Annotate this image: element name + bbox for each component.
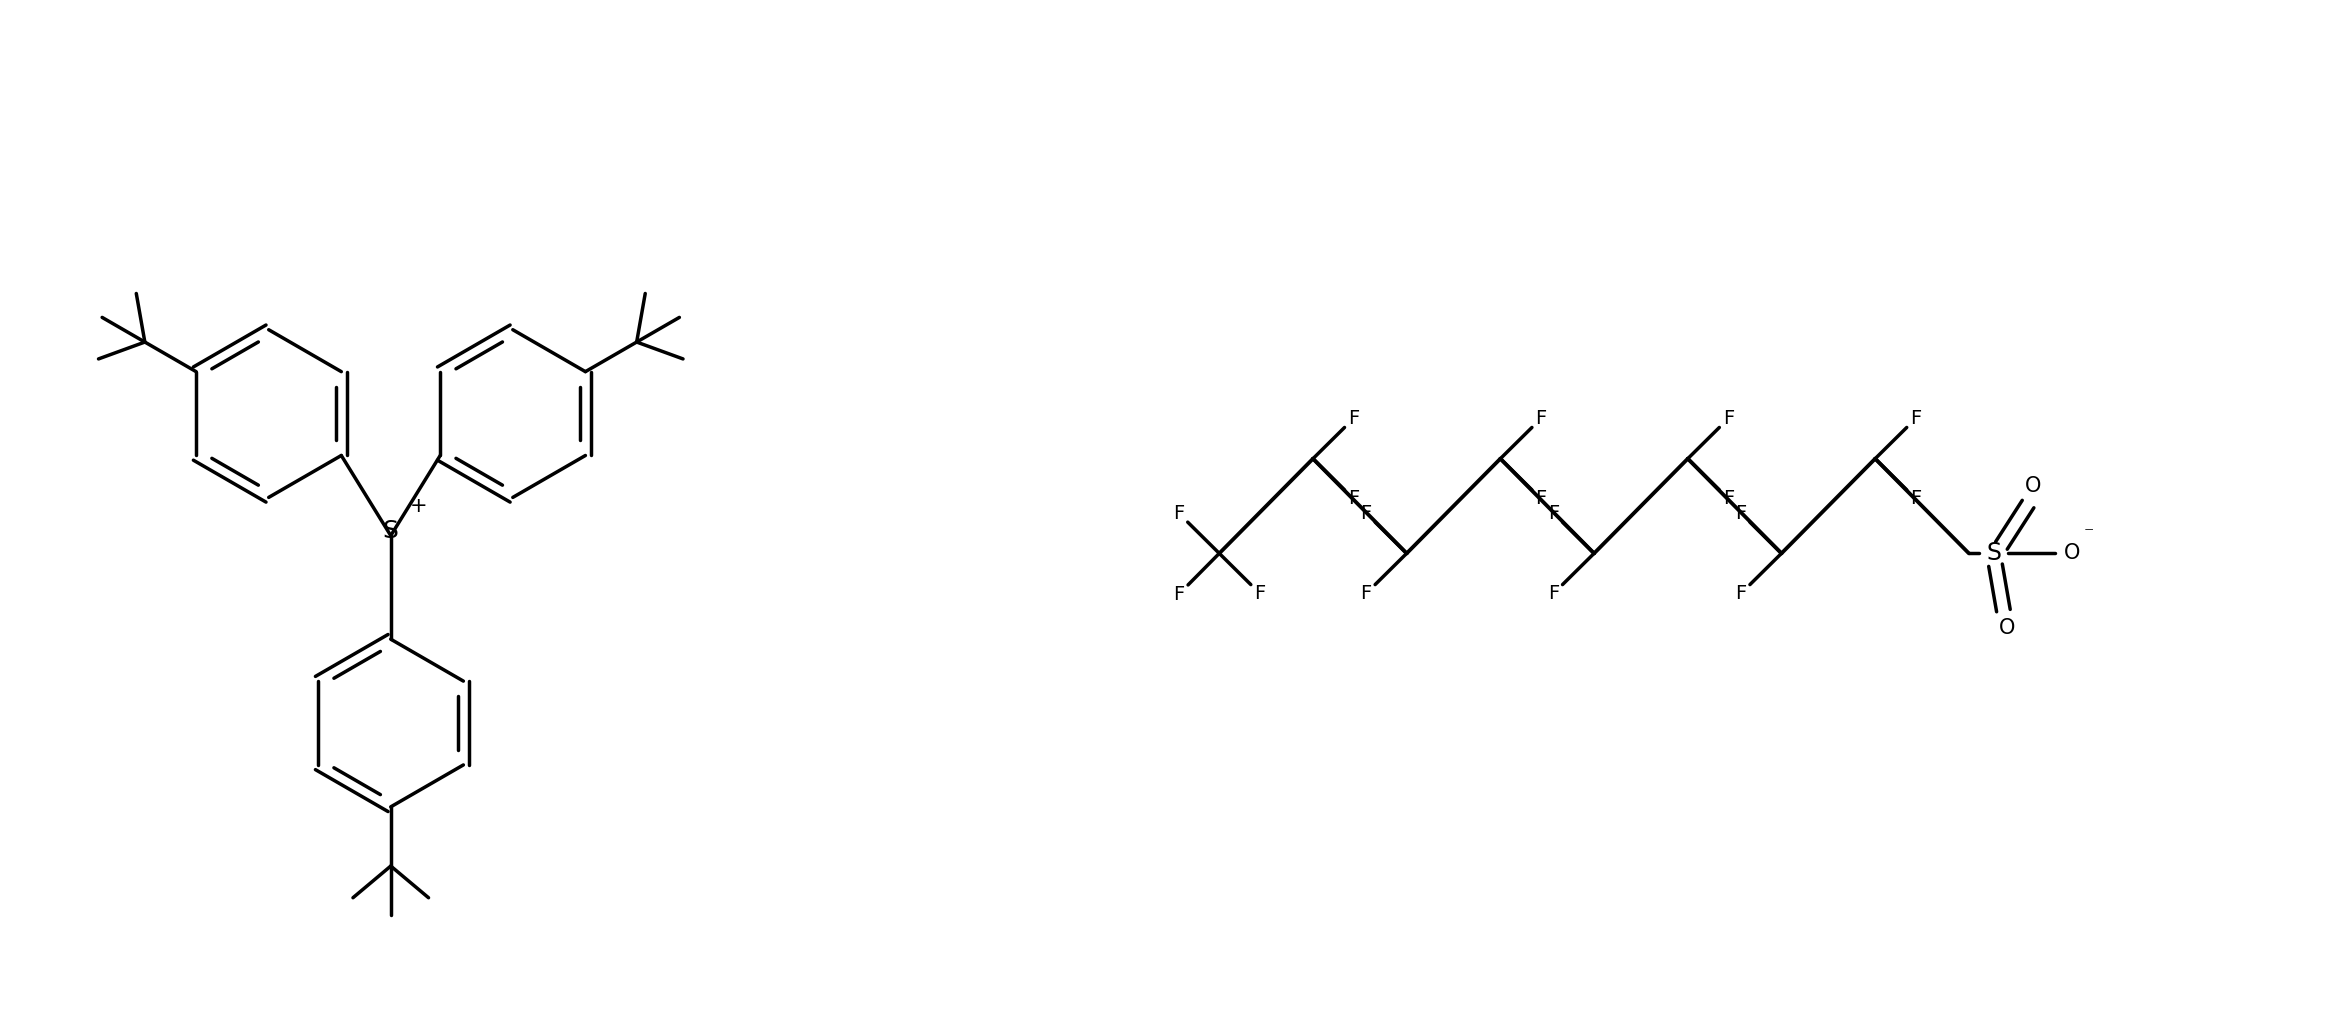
Text: S: S	[1986, 542, 2000, 565]
Text: F: F	[1547, 584, 1559, 604]
Text: F: F	[1174, 504, 1183, 522]
Text: F: F	[1547, 504, 1559, 522]
Text: F: F	[1349, 490, 1358, 508]
Text: ⁻: ⁻	[2084, 524, 2094, 544]
Text: F: F	[1361, 504, 1372, 522]
Text: F: F	[1174, 584, 1186, 604]
Text: F: F	[1909, 490, 1921, 508]
Text: +: +	[408, 496, 427, 516]
Text: F: F	[1253, 584, 1265, 604]
Text: F: F	[1361, 584, 1372, 604]
Text: F: F	[1722, 490, 1734, 508]
Text: O: O	[2063, 544, 2080, 563]
Text: F: F	[1349, 409, 1358, 428]
Text: F: F	[1909, 409, 1921, 428]
Text: O: O	[2026, 477, 2042, 496]
Text: S: S	[383, 519, 399, 543]
Text: O: O	[2000, 619, 2017, 638]
Text: F: F	[1734, 504, 1746, 522]
Text: F: F	[1536, 490, 1547, 508]
Text: F: F	[1734, 584, 1746, 604]
Text: F: F	[1722, 409, 1734, 428]
Text: F: F	[1536, 409, 1547, 428]
